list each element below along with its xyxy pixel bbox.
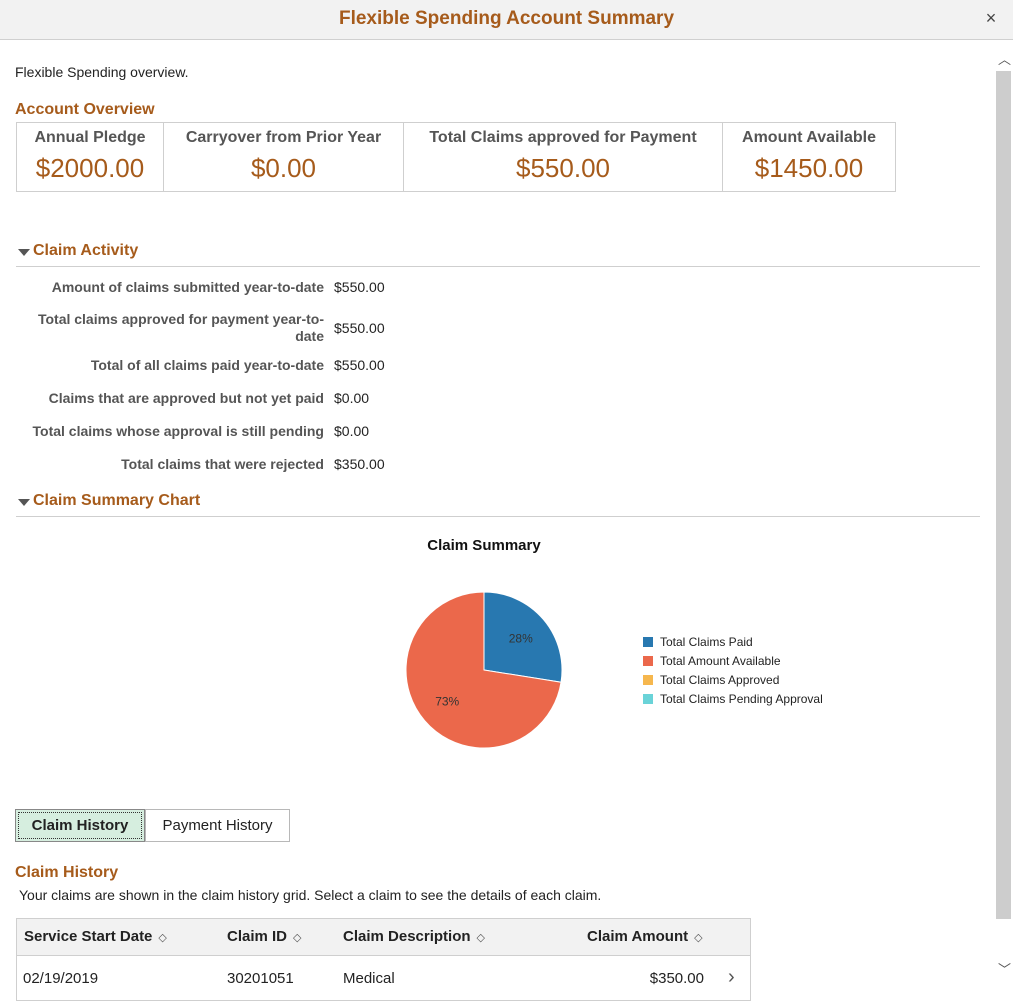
sort-icon[interactable]: ◇ [476,932,485,944]
column-header-claim-amount[interactable]: Claim Amount ◇ [587,928,703,945]
activity-value: $350.00 [334,456,385,472]
column-header-label: Claim ID [227,928,288,945]
scroll-up-icon[interactable]: ︿ [998,52,1012,67]
scroll-down-icon[interactable]: ﹀ [998,962,1012,977]
overview-label: Carryover from Prior Year [185,129,382,146]
account-overview-table: Annual Pledge $2000.00 Carryover from Pr… [16,122,896,192]
overview-value: $2000.00 [35,153,145,183]
legend-label: Total Claims Paid [660,635,753,649]
claim-activity-heading: Claim Activity [33,242,139,259]
overview-cell-amount-available: Amount Available $1450.00 [723,123,895,191]
dialog-title: Flexible Spending Account Summary [338,8,675,29]
sort-icon[interactable]: ◇ [158,932,167,944]
overview-label: Total Claims approved for Payment [429,129,697,146]
legend-label: Total Amount Available [660,654,781,668]
activity-value: $0.00 [334,423,370,439]
chart-title: Claim Summary [427,537,541,554]
collapse-triangle-icon[interactable] [18,499,30,506]
sort-icon[interactable]: ◇ [694,932,703,944]
overview-label: Annual Pledge [34,129,146,146]
overview-value: $550.00 [516,153,610,183]
intro-text: Flexible Spending overview. [15,64,189,80]
vertical-scrollbar[interactable]: ︿ ﹀ [995,49,1012,984]
activity-label: Total claims that were rejected [121,456,324,472]
column-header-label: Claim Description [343,928,471,945]
column-header-label: Service Start Date [24,928,153,945]
column-header-claim-description[interactable]: Claim Description ◇ [343,928,485,945]
collapse-triangle-icon[interactable] [18,249,30,256]
pie-slice-label: 73% [435,694,459,708]
legend-swatch [643,637,653,647]
scrollbar-thumb[interactable] [996,71,1011,919]
legend-label: Total Claims Pending Approval [660,692,823,706]
overview-cell-carryover: Carryover from Prior Year $0.00 [164,123,404,191]
cell-claim-id: 30201051 [227,970,294,987]
legend-swatch [643,694,653,704]
column-header-claim-id[interactable]: Claim ID ◇ [227,928,301,945]
overview-label: Amount Available [742,129,876,146]
activity-value: $550.00 [334,279,385,295]
claim-summary-chart-header[interactable]: Claim Summary Chart [16,492,980,517]
claim-history-description: Your claims are shown in the claim histo… [19,887,602,903]
activity-label: Total claims approved for payment year-t… [37,311,324,344]
table-row[interactable]: 02/19/2019 30201051 Medical $350.00 › [17,956,750,1000]
claim-activity-header[interactable]: Claim Activity [16,242,980,267]
activity-label: Total of all claims paid year-to-date [90,357,324,373]
legend-swatch [643,675,653,685]
column-header-service-start-date[interactable]: Service Start Date ◇ [24,928,167,945]
column-header-label: Claim Amount [587,928,689,945]
activity-label: Amount of claims submitted year-to-date [51,279,324,295]
legend-label: Total Claims Approved [660,673,780,687]
cell-claim-description: Medical [343,970,395,987]
pie-slice-label: 28% [509,632,533,646]
activity-label: Total claims whose approval is still pen… [32,423,324,439]
grid-header: Service Start Date ◇ Claim ID ◇ Claim Desc… [17,919,750,956]
pie-slice [405,591,562,749]
dialog-titlebar: Flexible Spending Account Summary × [0,0,1013,40]
tab-payment-history[interactable]: Payment History [145,809,290,842]
overview-value: $1450.00 [754,153,864,183]
close-icon[interactable]: × [985,8,997,28]
legend-swatch [643,656,653,666]
pie-chart: 28% 73% [405,591,563,749]
account-overview-heading: Account Overview [15,101,155,118]
activity-value: $550.00 [334,357,385,373]
tab-claim-history[interactable]: Claim History [15,809,145,842]
pie-slice [483,591,563,683]
overview-value: $0.00 [250,153,317,183]
activity-label: Claims that are approved but not yet pai… [48,390,324,406]
activity-value: $550.00 [334,320,385,336]
dialog-content: Flexible Spending overview. Account Over… [0,40,995,1001]
claim-history-heading: Claim History [15,864,119,881]
cell-service-start-date: 02/19/2019 [23,970,99,987]
chevron-right-icon[interactable]: › [728,966,735,988]
claim-summary-chart-heading: Claim Summary Chart [33,492,201,509]
claim-history-grid: Service Start Date ◇ Claim ID ◇ Claim Desc… [16,918,751,1001]
cell-claim-amount: $350.00 [649,970,704,987]
overview-cell-annual-pledge: Annual Pledge $2000.00 [17,123,164,191]
history-tabs: Claim History Payment History [15,809,290,842]
activity-value: $0.00 [334,390,370,406]
overview-cell-total-claims-approved: Total Claims approved for Payment $550.0… [404,123,723,191]
sort-icon[interactable]: ◇ [293,932,302,944]
